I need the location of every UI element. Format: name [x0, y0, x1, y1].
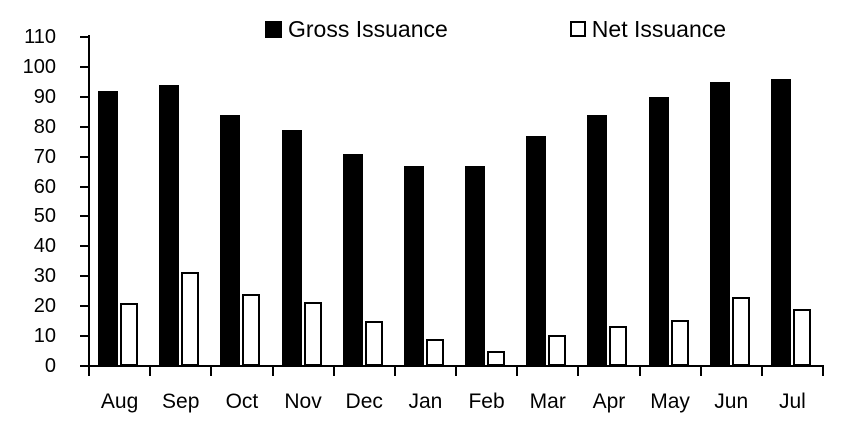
y-axis-tick	[80, 95, 89, 98]
x-axis-category-label: Apr	[592, 390, 626, 413]
net-issuance-swatch-icon	[569, 21, 586, 37]
x-axis-category-label: Jun	[714, 390, 749, 413]
bar-net-issuance-jan	[425, 339, 444, 366]
y-axis-tick	[80, 155, 89, 158]
y-axis-tick-label: 70	[33, 145, 56, 168]
y-axis-tick-label: 50	[33, 205, 56, 228]
bar-net-issuance-feb	[487, 351, 505, 366]
bar-net-issuance-sep	[181, 271, 200, 366]
bar-gross-issuance-nov	[281, 129, 302, 366]
y-axis-tick	[80, 275, 89, 278]
x-axis-tick	[393, 367, 396, 376]
legend-item-net-issuance: Net Issuance	[569, 16, 727, 42]
y-axis-tick-label: 100	[22, 55, 56, 78]
bar-net-issuance-aug	[120, 303, 138, 366]
bar-net-issuance-jul	[792, 309, 811, 366]
y-axis-tick-label: 90	[33, 85, 56, 108]
y-axis-tick-label: 60	[33, 175, 56, 198]
y-axis-tick	[80, 36, 89, 38]
x-axis-category-label: Mar	[529, 390, 566, 413]
x-axis-tick	[210, 367, 213, 376]
x-axis-tick	[638, 367, 641, 376]
y-axis-tick	[80, 185, 89, 188]
bar-gross-issuance-may	[648, 96, 669, 366]
y-axis-tick-label: 110	[24, 26, 56, 48]
x-axis-category-label: Jul	[778, 390, 806, 413]
x-axis-tick	[699, 367, 702, 376]
bar-gross-issuance-mar	[526, 135, 547, 366]
bar-gross-issuance-aug	[98, 90, 118, 366]
x-axis-category-label: Nov	[284, 390, 322, 413]
y-axis-tick	[80, 65, 89, 68]
x-axis-tick	[271, 367, 274, 376]
y-axis-tick	[80, 335, 89, 338]
bar-net-issuance-oct	[242, 294, 261, 366]
bar-gross-issuance-oct	[220, 114, 241, 366]
y-axis-tick-label: 10	[33, 325, 56, 348]
legend: Gross Issuance Net Issuance	[265, 16, 726, 42]
y-axis-tick	[80, 125, 89, 128]
bar-gross-issuance-jun	[709, 81, 730, 366]
legend-label-net-issuance: Net Issuance	[591, 16, 727, 42]
x-axis-tick	[149, 367, 152, 376]
x-axis-line	[88, 365, 824, 367]
bar-gross-issuance-apr	[587, 114, 608, 366]
legend-label-gross-issuance: Gross Issuance	[288, 16, 448, 42]
y-axis-tick-label: 30	[33, 265, 56, 288]
x-axis-category-label: Dec	[345, 390, 383, 413]
gross-issuance-swatch-icon	[265, 20, 282, 38]
y-axis-tick-label: 40	[33, 235, 56, 258]
x-axis-tick	[455, 367, 457, 376]
bar-net-issuance-nov	[303, 301, 322, 366]
bar-net-issuance-apr	[609, 325, 628, 366]
x-axis-category-label: Aug	[100, 390, 139, 413]
x-axis-tick	[88, 367, 90, 376]
x-axis-tick	[822, 367, 824, 376]
bar-net-issuance-may	[670, 319, 689, 366]
y-axis-tick	[80, 305, 89, 308]
x-axis-tick	[760, 367, 763, 376]
x-axis-category-label: Sep	[162, 390, 200, 413]
legend-item-gross-issuance: Gross Issuance	[265, 16, 448, 42]
bar-gross-issuance-sep	[159, 84, 180, 366]
y-axis-tick	[80, 215, 89, 218]
bar-gross-issuance-dec	[342, 153, 363, 366]
x-axis-tick	[332, 367, 335, 376]
x-axis-category-label: Oct	[225, 390, 259, 413]
y-axis-tick	[80, 365, 89, 367]
x-axis-tick	[516, 367, 519, 376]
y-axis-tick-label: 0	[44, 355, 56, 377]
x-axis-tick	[577, 367, 580, 376]
bar-gross-issuance-feb	[465, 165, 485, 366]
x-axis-category-label: Feb	[468, 390, 505, 413]
y-axis-tick-label: 80	[33, 115, 56, 138]
bar-net-issuance-mar	[548, 334, 567, 366]
bar-net-issuance-jun	[731, 297, 750, 366]
x-axis-category-label: Jan	[408, 390, 443, 413]
bar-gross-issuance-jul	[770, 78, 791, 366]
bar-gross-issuance-jan	[403, 165, 424, 366]
bar-net-issuance-dec	[364, 321, 383, 366]
y-axis-tick	[80, 245, 89, 248]
y-axis-line	[88, 35, 90, 367]
x-axis-category-label: May	[650, 390, 690, 413]
y-axis-tick-label: 20	[33, 295, 56, 318]
